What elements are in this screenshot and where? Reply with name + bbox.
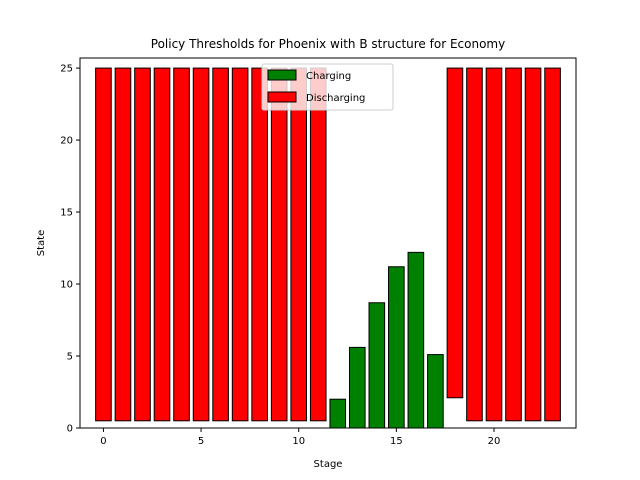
discharging-bar-stage-5 — [192, 67, 210, 422]
x-axis-ticks: 0 5 10 15 20 — [100, 428, 500, 447]
discharging-bar-stage-2 — [134, 67, 151, 422]
discharging-bar-stage-10 — [290, 67, 308, 422]
discharging-bar-stage-7 — [231, 67, 249, 422]
y-tick-label: 15 — [60, 208, 73, 219]
y-tick-label: 10 — [60, 280, 73, 291]
x-tick-label: 5 — [198, 436, 204, 447]
discharging-bar-stage-20 — [485, 67, 503, 422]
y-tick-label: 5 — [67, 352, 73, 363]
legend-swatch-discharging — [267, 91, 297, 103]
legend-label-discharging: Discharging — [306, 93, 365, 104]
legend: Charging Discharging — [261, 63, 394, 111]
discharging-bar-stage-4 — [173, 67, 190, 422]
discharging-bar-stage-9 — [270, 67, 288, 422]
discharging-bar-stage-3 — [153, 67, 171, 422]
chart-title: Policy Thresholds for Phoenix with B str… — [151, 37, 505, 51]
discharging-bar-stage-6 — [212, 67, 229, 422]
discharging-bar-stage-11 — [309, 67, 327, 422]
x-tick-label: 20 — [488, 436, 501, 447]
charging-bar-stage-13 — [348, 346, 366, 429]
charging-bar-stage-14 — [368, 302, 386, 429]
discharging-bar-stage-21 — [505, 67, 522, 422]
y-tick-label: 20 — [60, 136, 73, 147]
charging-bar-stage-17 — [427, 354, 444, 429]
y-tick-label: 25 — [60, 64, 73, 75]
discharging-bar-stage-1 — [114, 67, 132, 422]
x-axis-label: Stage — [314, 459, 343, 470]
plot-frame — [79, 57, 577, 429]
discharging-bar-stage-23 — [544, 67, 561, 422]
charging-bar-stage-15 — [388, 266, 405, 429]
legend-swatch-charging — [267, 69, 297, 81]
discharging-bar-stage-8 — [251, 67, 268, 422]
y-tick-label: 0 — [67, 424, 73, 435]
x-tick-label: 15 — [390, 436, 403, 447]
charging-bar-stage-12 — [329, 398, 347, 429]
y-axis-ticks: 0 5 10 15 20 25 — [60, 64, 80, 435]
discharging-bar-stage-19 — [466, 67, 483, 422]
discharging-bar-stage-0 — [95, 67, 112, 422]
discharging-bar-stage-22 — [524, 67, 542, 422]
bars-group — [95, 67, 561, 429]
x-tick-label: 10 — [292, 436, 305, 447]
charging-bar-stage-16 — [407, 251, 425, 429]
x-tick-label: 0 — [100, 436, 106, 447]
legend-label-charging: Charging — [306, 71, 351, 82]
discharging-bar-stage-18 — [446, 67, 464, 399]
y-axis-label: State — [36, 230, 47, 256]
